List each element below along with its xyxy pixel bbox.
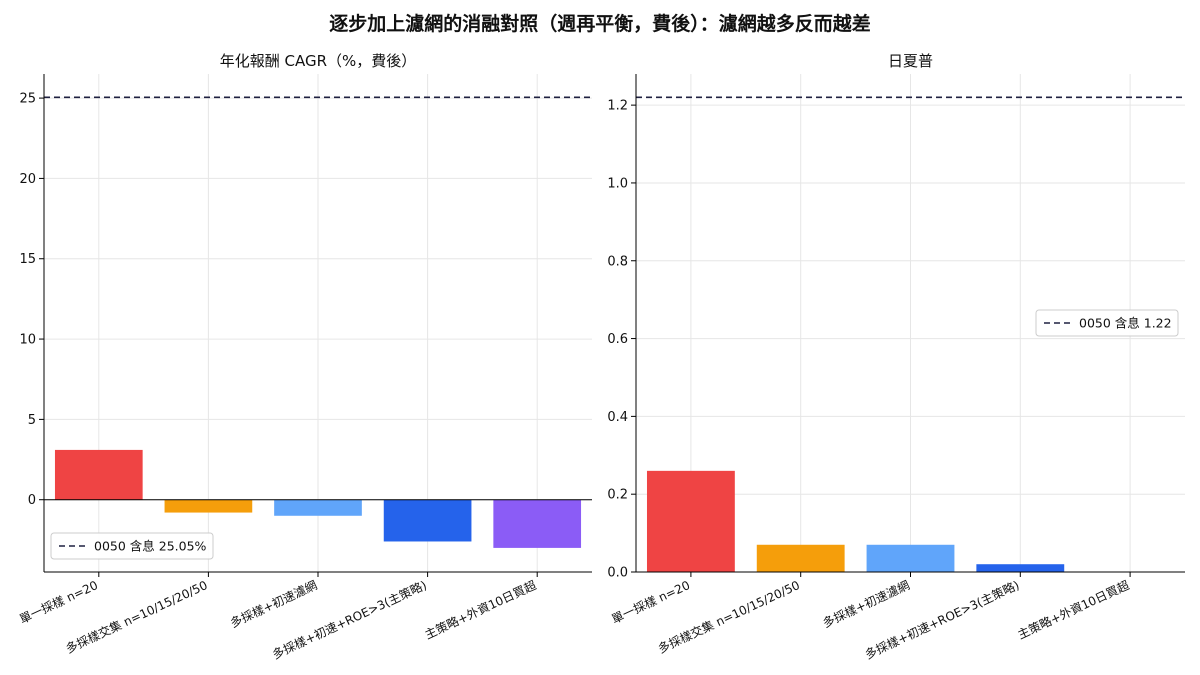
y-tick-label: 0.6 <box>607 332 628 347</box>
x-tick-label: 多採樣+初速濾網 <box>820 577 912 630</box>
panel-title: 年化報酬 CAGR（%，費後） <box>220 52 417 70</box>
y-tick-label: 0.8 <box>607 254 628 269</box>
x-tick-label: 主策略+外資10日買超 <box>1015 577 1131 642</box>
legend-box <box>50 532 214 560</box>
bar-4 <box>493 499 582 548</box>
legend: 0050 含息 1.22 <box>1035 309 1179 337</box>
y-tick-label: 20 <box>19 172 36 187</box>
bar-0 <box>54 449 143 500</box>
legend-label: 0050 含息 25.05% <box>94 539 207 554</box>
bar-1 <box>756 544 845 572</box>
panel-title: 日夏普 <box>888 52 933 70</box>
y-tick-label: 0.4 <box>607 410 628 425</box>
y-tick-label: 25 <box>19 92 36 107</box>
bar-3 <box>383 499 472 542</box>
x-tick-label: 單一採樣 n=20 <box>17 577 100 626</box>
x-tick-label: 多採樣+初速濾網 <box>228 577 320 630</box>
y-tick-label: 1.0 <box>607 176 628 191</box>
bar-2 <box>274 499 362 516</box>
y-tick-label: 0 <box>28 493 36 508</box>
y-tick-label: 0.0 <box>607 566 628 581</box>
y-tick-label: 0.2 <box>607 488 628 503</box>
bar-1 <box>164 499 253 513</box>
x-tick-label: 單一採樣 n=20 <box>609 577 692 626</box>
y-tick-label: 10 <box>19 333 36 348</box>
legend-label: 0050 含息 1.22 <box>1079 316 1172 331</box>
legend: 0050 含息 25.05% <box>50 532 214 560</box>
bar-3 <box>976 564 1065 572</box>
bar-2 <box>866 544 955 572</box>
figure-title: 逐步加上濾網的消融對照（週再平衡，費後）：濾網越多反而越差 <box>329 12 871 35</box>
y-tick-label: 5 <box>28 413 36 428</box>
bar-0 <box>646 470 735 572</box>
legend-box <box>1035 309 1179 337</box>
y-tick-label: 15 <box>19 252 36 267</box>
y-tick-label: 1.2 <box>607 99 628 114</box>
x-tick-label: 主策略+外資10日買超 <box>422 577 538 642</box>
